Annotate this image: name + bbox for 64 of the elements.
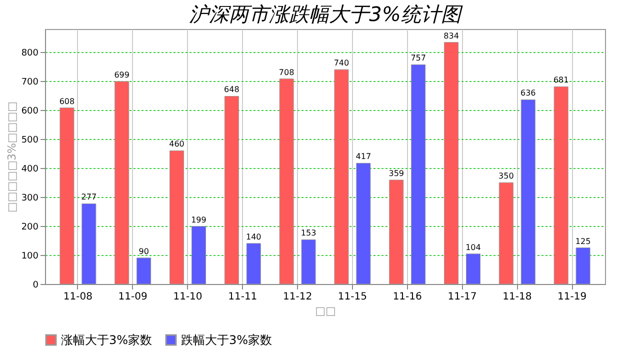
bar (498, 182, 514, 284)
bar (356, 162, 371, 284)
bar (554, 86, 568, 284)
chart-title: 沪深两市涨跌幅大于3%统计图 (189, 2, 463, 26)
bar (389, 180, 404, 284)
bar (82, 203, 96, 284)
bar (444, 42, 459, 284)
legend-label: 涨幅大于3%家数 (61, 333, 152, 347)
data-label: 608 (59, 96, 75, 106)
y-tick-label: 800 (21, 48, 39, 59)
y-tick-label: 200 (21, 222, 39, 233)
x-tick-label: 11-17 (448, 292, 477, 302)
data-label: 104 (466, 242, 481, 252)
x-tick-label: 11-16 (392, 292, 422, 302)
bar (246, 243, 261, 284)
bar (224, 96, 239, 284)
data-label: 460 (169, 140, 184, 149)
data-label: 708 (278, 68, 294, 77)
data-label: 681 (553, 76, 569, 85)
x-tick-label: 11-15 (338, 292, 367, 302)
data-label: 834 (444, 31, 459, 40)
data-label: 636 (520, 88, 536, 98)
x-tick-label: 11-19 (558, 292, 587, 302)
data-label: 153 (300, 228, 316, 238)
y-tick-label: 700 (21, 78, 39, 88)
bar (279, 78, 294, 284)
x-tick-label: 11-09 (118, 292, 148, 302)
bar (170, 150, 184, 284)
bar (191, 226, 206, 284)
data-label: 125 (575, 236, 591, 246)
y-tick-label: 600 (21, 106, 39, 117)
bar (334, 69, 349, 284)
data-label: 757 (410, 54, 426, 63)
x-axis-title: □□ (315, 304, 336, 318)
data-label: 350 (498, 172, 514, 181)
y-tick-label: 400 (21, 164, 39, 175)
bar (466, 254, 480, 284)
y-axis-title: □□□□□3%□□□□ (5, 102, 18, 212)
y-tick-label: 300 (21, 194, 39, 204)
data-label: 199 (191, 215, 206, 224)
y-tick-label: 500 (21, 136, 39, 146)
bar (576, 248, 590, 284)
bar (60, 108, 74, 284)
x-tick-label: 11-11 (228, 292, 258, 302)
bar (301, 239, 316, 284)
data-label: 140 (246, 232, 262, 242)
data-label: 359 (388, 168, 404, 178)
data-label: 740 (334, 58, 350, 68)
y-tick-label: 0 (32, 280, 39, 290)
y-tick-label: 100 (21, 252, 39, 262)
x-tick-label: 11-08 (63, 292, 92, 302)
bar (411, 64, 426, 284)
x-tick-label: 11-10 (173, 292, 202, 302)
data-label: 699 (114, 70, 130, 80)
data-label: 277 (81, 192, 97, 202)
data-label: 417 (356, 152, 372, 162)
bar (114, 81, 130, 284)
bar (520, 99, 536, 284)
data-label: 90 (138, 246, 149, 256)
x-tick-label: 11-12 (283, 292, 312, 302)
x-tick-label: 11-18 (502, 292, 532, 302)
legend-label: 跌幅大于3%家数 (181, 333, 272, 347)
bar (136, 258, 152, 284)
data-label: 648 (224, 85, 240, 94)
